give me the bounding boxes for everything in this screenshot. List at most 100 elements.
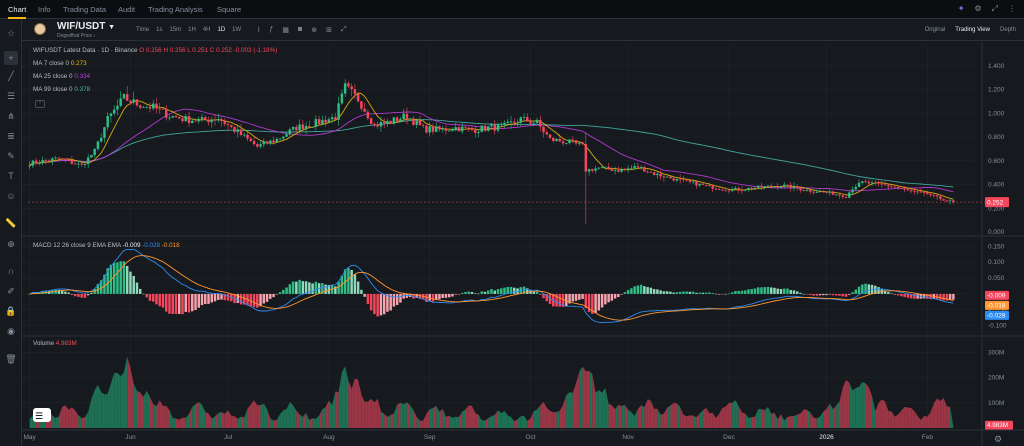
volume-area-segment bbox=[865, 383, 869, 428]
candle-body bbox=[490, 124, 493, 127]
symbol-selector[interactable]: WIF/USDT ▼ bbox=[57, 21, 115, 32]
tab-info[interactable]: Info bbox=[38, 5, 51, 14]
collapse-legend-button[interactable]: ⌃ bbox=[35, 100, 45, 108]
candle-body bbox=[584, 144, 588, 172]
favorite-star-icon[interactable]: ☆ bbox=[6, 28, 16, 38]
volume-area-segment bbox=[846, 380, 850, 428]
volume-area-segment bbox=[761, 409, 765, 428]
chart-header: WIF/USDT ▼ Dogwifhat Price › Time 1s 15m… bbox=[22, 19, 1024, 41]
volume-area-segment bbox=[563, 395, 567, 428]
volume-area-segment bbox=[367, 398, 372, 428]
grid-icon[interactable]: ⊞ bbox=[326, 27, 332, 34]
volume-area-segment bbox=[644, 399, 648, 428]
text-tool-icon[interactable]: T bbox=[8, 171, 14, 181]
brush-tool-icon[interactable]: ✎ bbox=[7, 151, 15, 161]
price-tick-label: 0.400 bbox=[988, 182, 1005, 189]
time-tick-label: Jun bbox=[125, 434, 136, 441]
candle-body bbox=[509, 121, 513, 123]
macd-histogram-bar bbox=[929, 293, 932, 300]
macd-histogram-bar bbox=[704, 292, 708, 294]
candle-body bbox=[835, 194, 838, 196]
candle-body bbox=[178, 117, 181, 119]
trendline-tool-icon[interactable]: ╱ bbox=[8, 71, 14, 81]
macd-histogram-bar bbox=[539, 293, 542, 295]
draw-mode-icon[interactable]: ✐ bbox=[7, 286, 15, 296]
interval-1h[interactable]: 1H bbox=[188, 27, 196, 33]
volume-area-segment bbox=[881, 399, 886, 428]
settings-icon[interactable]: ⚙ bbox=[974, 4, 982, 13]
volume-pane bbox=[29, 356, 954, 428]
tab-trading-data[interactable]: Trading Data bbox=[63, 5, 107, 14]
volume-area-segment bbox=[924, 415, 928, 428]
interval-1d[interactable]: 1D bbox=[217, 27, 226, 33]
interval-4h[interactable]: 4H bbox=[202, 27, 211, 33]
volume-area-segment bbox=[55, 416, 59, 428]
ruler-icon[interactable]: 📏 bbox=[5, 218, 17, 228]
symbol-name: WIF/USDT bbox=[57, 21, 106, 32]
emoji-icon[interactable]: ☺ bbox=[6, 191, 16, 201]
interval-15m[interactable]: 15m bbox=[169, 27, 182, 33]
fullscreen-icon[interactable]: ⤢ bbox=[340, 26, 347, 33]
volume-area-segment bbox=[302, 412, 307, 428]
macd-value-label: -0.009 bbox=[987, 292, 1006, 299]
macd-histogram-bar bbox=[561, 293, 565, 307]
horizontal-lines-icon[interactable]: ☰ bbox=[6, 91, 16, 101]
macd-histogram-bar bbox=[135, 282, 139, 294]
volume-area-segment bbox=[413, 409, 417, 428]
view-original[interactable]: Original bbox=[924, 27, 946, 33]
volume-area-segment bbox=[605, 387, 609, 428]
pitchfork-icon[interactable]: ⋔ bbox=[7, 111, 15, 121]
candle-body bbox=[343, 83, 347, 94]
tab-chart[interactable]: Chart bbox=[8, 5, 27, 19]
interval-time[interactable]: Time bbox=[136, 27, 150, 33]
indicators-icon[interactable]: ƒ bbox=[269, 26, 274, 33]
layout-icon[interactable]: ▦ bbox=[282, 27, 289, 34]
macd-histogram-bar bbox=[262, 293, 266, 304]
visibility-eye-icon[interactable]: ◉ bbox=[7, 326, 15, 336]
candle-body bbox=[952, 200, 955, 203]
candle-body bbox=[119, 98, 122, 106]
volume-tick-label: 200M bbox=[988, 375, 1004, 382]
camera-icon[interactable]: ◙ bbox=[297, 26, 303, 33]
candle-body bbox=[656, 173, 659, 176]
candle-body bbox=[581, 143, 584, 145]
view-depth[interactable]: Depth bbox=[999, 27, 1016, 33]
candle-body bbox=[945, 200, 949, 202]
lock-icon[interactable]: 🔒 bbox=[5, 306, 17, 316]
candle-body bbox=[350, 86, 353, 90]
candle-body bbox=[809, 190, 812, 192]
candle-body bbox=[191, 120, 194, 124]
tab-trading-analysis[interactable]: Trading Analysis bbox=[148, 5, 203, 14]
volume-area-segment bbox=[790, 416, 794, 428]
interval-1w[interactable]: 1W bbox=[232, 27, 242, 33]
trash-icon[interactable]: 🗑 bbox=[5, 354, 17, 364]
magnet-icon[interactable]: ∩ bbox=[7, 266, 15, 276]
candle-body bbox=[161, 108, 165, 110]
chart-type-icon[interactable]: ⌇ bbox=[257, 27, 261, 34]
interval-1s[interactable]: 1s bbox=[156, 27, 163, 33]
volume-area-segment bbox=[273, 419, 277, 428]
volume-area-segment bbox=[228, 410, 232, 428]
volume-area-segment bbox=[377, 398, 381, 428]
macd-histogram-bar bbox=[382, 293, 386, 315]
zoom-in-icon[interactable]: ⊕ bbox=[7, 239, 15, 249]
ai-sparkle-icon[interactable]: ✦ bbox=[957, 4, 965, 13]
price-tags: 0.252 -0.009 -0.018 -0.028 4.983M bbox=[28, 197, 1013, 430]
fib-retracement-icon[interactable]: ≣ bbox=[7, 131, 15, 141]
tab-square[interactable]: Square bbox=[217, 5, 242, 14]
expand-icon[interactable]: ⤢ bbox=[991, 4, 998, 13]
volume-area-segment bbox=[572, 383, 577, 428]
volume-area-segment bbox=[816, 416, 821, 428]
tab-audit[interactable]: Audit bbox=[118, 5, 136, 14]
volume-area-segment bbox=[403, 402, 407, 428]
volume-area-segment bbox=[280, 410, 284, 428]
view-trading-view[interactable]: Trading View bbox=[955, 27, 990, 33]
candle-body bbox=[324, 119, 327, 123]
crosshair-icon[interactable]: ⊕ bbox=[311, 27, 318, 34]
time-axis: May Jun Jul Aug Sep Oct Nov Dec 2026 Feb bbox=[23, 434, 933, 441]
more-icon[interactable]: ⋮ bbox=[1008, 4, 1016, 13]
volume-area-segment bbox=[930, 403, 934, 428]
crosshair-tool-icon[interactable]: + bbox=[4, 51, 18, 65]
volume-area-segment bbox=[354, 378, 359, 428]
